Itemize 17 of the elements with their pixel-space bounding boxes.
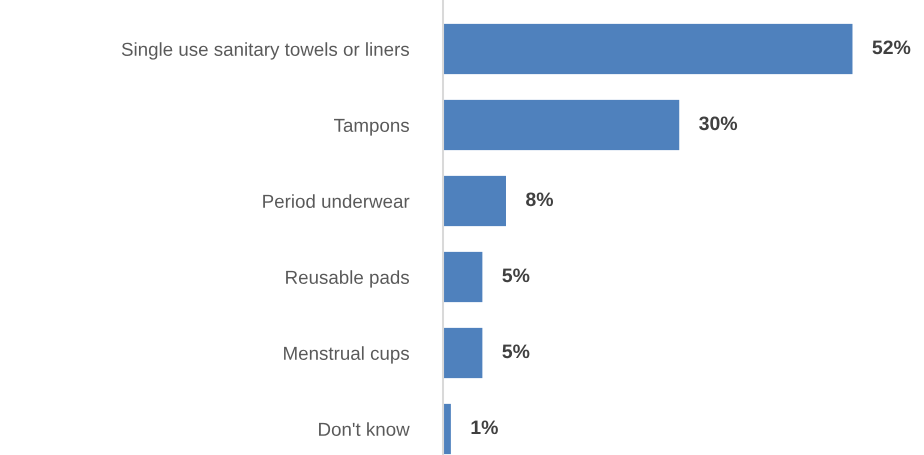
y-tick-label: Single use sanitary towels or liners xyxy=(122,42,410,60)
data-label: 52% xyxy=(872,40,910,54)
bar xyxy=(443,24,852,74)
data-label: 8% xyxy=(526,192,554,206)
bar xyxy=(443,252,482,302)
bar xyxy=(443,100,680,150)
y-tick-label: Don't know xyxy=(319,422,410,436)
bar xyxy=(443,176,506,226)
data-label: 5% xyxy=(502,344,530,358)
y-tick-label: Menstrual cups xyxy=(284,346,409,364)
data-label: 5% xyxy=(502,268,530,282)
y-tick-label: Tampons xyxy=(334,118,409,136)
data-label: 30% xyxy=(699,116,738,130)
y-tick-label: Period underwear xyxy=(263,194,410,208)
y-tick-label: Reusable pads xyxy=(286,270,409,288)
bar xyxy=(443,328,482,378)
data-label: 1% xyxy=(472,420,498,434)
